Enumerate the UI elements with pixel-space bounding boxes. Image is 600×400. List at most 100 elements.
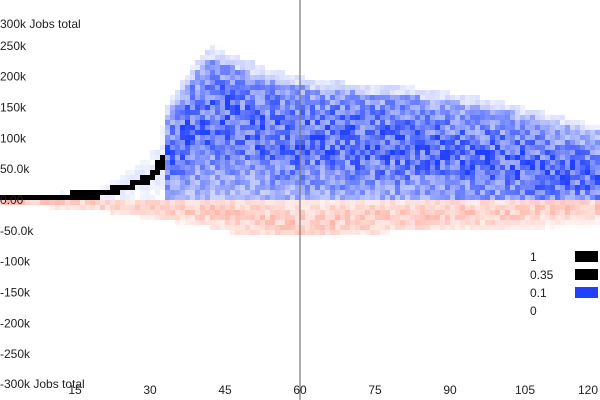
heatmap-cell	[285, 130, 290, 135]
heatmap-cell	[430, 215, 435, 220]
heatmap-cell	[215, 110, 220, 115]
heatmap-cell	[190, 220, 195, 225]
heatmap-cell	[305, 225, 310, 230]
heatmap-cell	[355, 145, 360, 150]
heatmap-cell	[20, 195, 25, 200]
heatmap-cell	[530, 175, 535, 180]
heatmap-cell	[185, 130, 190, 135]
heatmap-cell	[150, 200, 155, 205]
heatmap-cell	[550, 120, 555, 125]
heatmap-cell	[295, 190, 300, 195]
heatmap-cell	[240, 110, 245, 115]
heatmap-cell	[535, 185, 540, 190]
heatmap-cell	[400, 140, 405, 145]
heatmap-cell	[165, 160, 170, 165]
heatmap-cell	[170, 100, 175, 105]
heatmap-cell	[220, 50, 225, 55]
heatmap-cell	[205, 180, 210, 185]
heatmap-cell	[215, 100, 220, 105]
heatmap-cell	[385, 120, 390, 125]
heatmap-cell	[325, 115, 330, 120]
heatmap-cell	[400, 220, 405, 225]
heatmap-cell	[305, 80, 310, 85]
heatmap-cell	[315, 200, 320, 205]
heatmap-cell	[495, 160, 500, 165]
heatmap-cell	[280, 70, 285, 75]
heatmap-cell	[295, 75, 300, 80]
heatmap-cell	[170, 215, 175, 220]
heatmap-cell	[95, 200, 100, 205]
heatmap-cell	[390, 105, 395, 110]
heatmap-cell	[560, 130, 565, 135]
heatmap-cell	[280, 95, 285, 100]
heatmap-cell	[185, 75, 190, 80]
heatmap-cell	[505, 210, 510, 215]
heatmap-cell	[340, 100, 345, 105]
heatmap-cell	[385, 135, 390, 140]
heatmap-cell	[30, 195, 35, 200]
heatmap-cell	[190, 80, 195, 85]
heatmap-cell	[155, 175, 160, 180]
heatmap-cell	[220, 140, 225, 145]
heatmap-cell	[375, 225, 380, 230]
heatmap-cell	[350, 135, 355, 140]
heatmap-cell	[410, 175, 415, 180]
heatmap-cell	[585, 165, 590, 170]
heatmap-cell	[275, 85, 280, 90]
heatmap-cell	[260, 190, 265, 195]
heatmap-cell	[155, 150, 160, 155]
heatmap-cell	[565, 130, 570, 135]
heatmap-cell	[395, 160, 400, 165]
heatmap-cell	[405, 120, 410, 125]
heatmap-cell	[235, 125, 240, 130]
heatmap-cell	[365, 90, 370, 95]
heatmap-cell	[555, 215, 560, 220]
heatmap-cell	[320, 150, 325, 155]
heatmap-cell	[215, 145, 220, 150]
heatmap-cell	[330, 105, 335, 110]
heatmap-cell	[530, 165, 535, 170]
heatmap-cell	[225, 140, 230, 145]
heatmap-cell	[535, 215, 540, 220]
heatmap-cell	[130, 185, 135, 190]
heatmap-cell	[410, 165, 415, 170]
heatmap-cell	[440, 190, 445, 195]
heatmap-cell	[430, 155, 435, 160]
heatmap-cell	[510, 130, 515, 135]
heatmap-cell	[510, 195, 515, 200]
heatmap-cell	[275, 210, 280, 215]
heatmap-cell	[220, 105, 225, 110]
heatmap-cell	[520, 105, 525, 110]
heatmap-cell	[575, 170, 580, 175]
heatmap-cell	[270, 155, 275, 160]
heatmap-cell	[115, 205, 120, 210]
heatmap-cell	[425, 185, 430, 190]
heatmap-cell	[240, 180, 245, 185]
heatmap-cell	[405, 95, 410, 100]
heatmap-cell	[415, 215, 420, 220]
heatmap-cell	[395, 155, 400, 160]
heatmap-cell	[410, 180, 415, 185]
heatmap-cell	[390, 110, 395, 115]
heatmap-cell	[215, 155, 220, 160]
heatmap-cell	[190, 155, 195, 160]
heatmap-cell	[175, 160, 180, 165]
heatmap-cell	[85, 190, 90, 195]
heatmap-cell	[405, 190, 410, 195]
heatmap-cell	[195, 220, 200, 225]
heatmap-cell	[285, 135, 290, 140]
heatmap-cell	[470, 135, 475, 140]
heatmap-cell	[260, 80, 265, 85]
heatmap-cell	[310, 160, 315, 165]
heatmap-cell	[510, 115, 515, 120]
heatmap-cell	[265, 100, 270, 105]
heatmap-cell	[500, 160, 505, 165]
heatmap-cell	[215, 60, 220, 65]
heatmap-cell	[340, 175, 345, 180]
heatmap-cell	[240, 70, 245, 75]
heatmap-cell	[355, 160, 360, 165]
heatmap-cell	[430, 150, 435, 155]
heatmap-cell	[440, 205, 445, 210]
heatmap-cell	[310, 90, 315, 95]
heatmap-cell	[400, 130, 405, 135]
